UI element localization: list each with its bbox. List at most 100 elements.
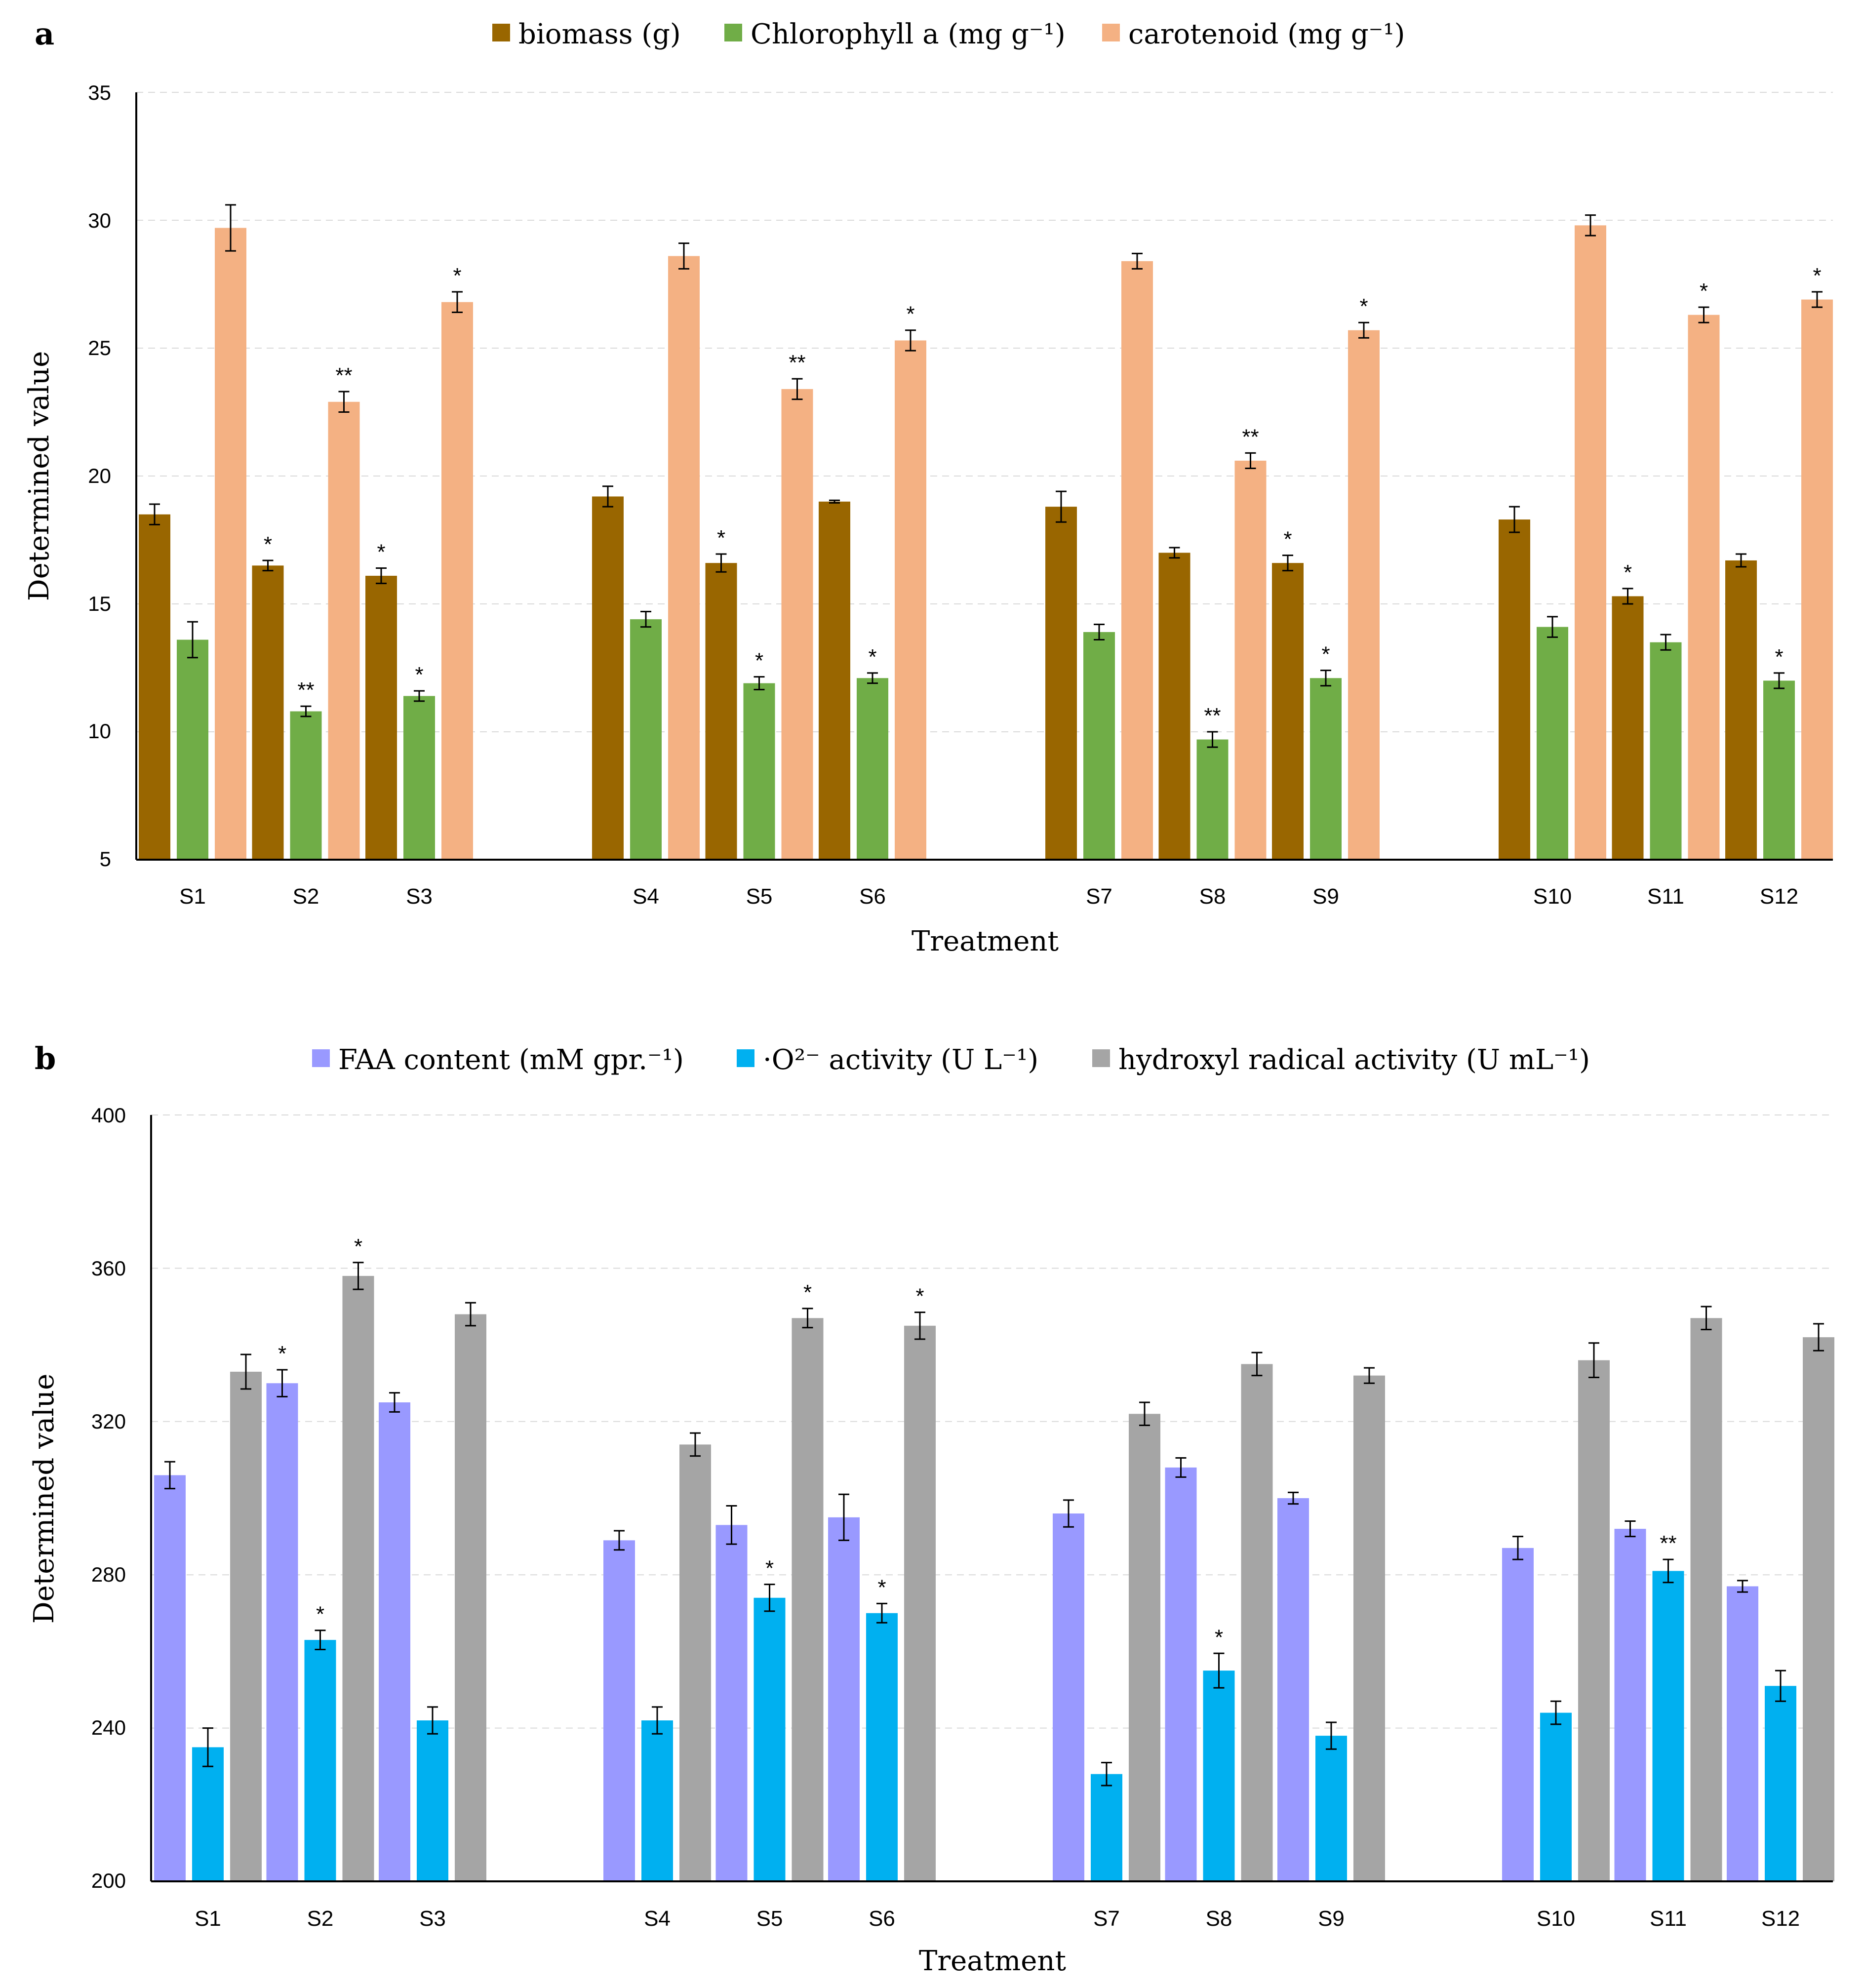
x-tick-label-s9: S9: [1312, 884, 1339, 909]
panel-b-bars: **********: [154, 1234, 1834, 1881]
bar-s6-series-2: [866, 1613, 898, 1881]
bar-s12-series-1: [1727, 1586, 1758, 1881]
bar-s6-series-2: [857, 678, 888, 860]
significance-mark: **: [297, 678, 314, 702]
panel-a-y-axis-ticks: 5 10 15 20 25 30 35: [88, 81, 111, 871]
bar-s11-series-3: [1688, 315, 1720, 860]
panel-b-x-axis-title: Treatment: [919, 1945, 1066, 1977]
significance-mark: *: [717, 526, 725, 550]
bar-s7-series-1: [1045, 507, 1077, 860]
significance-mark: *: [915, 1284, 924, 1309]
legend-swatch-chlorophyll: [724, 24, 742, 41]
significance-mark: *: [1775, 645, 1783, 669]
legend-label-biomass: biomass (g): [518, 18, 681, 50]
bar-s12-series-3: [1801, 299, 1833, 860]
x-tick-label-s7: S7: [1086, 884, 1112, 909]
x-tick-label-s4: S4: [644, 1907, 671, 1931]
legend-label-faa: FAA content (mM gpr.⁻¹): [338, 1044, 684, 1076]
panel-b-x-axis-ticks: S1 S2 S3 S4 S5 S6 S7 S8 S9 S10 S11 S12: [195, 1907, 1800, 1931]
bar-s11-series-1: [1614, 1529, 1646, 1881]
significance-mark: *: [868, 645, 876, 669]
x-tick-label-s8: S8: [1206, 1907, 1232, 1931]
bar-s4-series-2: [641, 1720, 673, 1881]
significance-mark: *: [264, 532, 272, 557]
x-tick-label-s10: S10: [1533, 884, 1572, 909]
bar-s11-series-2: [1650, 642, 1682, 860]
bar-s2-series-3: [328, 401, 360, 860]
bar-s4-series-1: [603, 1540, 635, 1881]
x-tick-label-s1: S1: [195, 1907, 221, 1931]
x-tick-label-s6: S6: [869, 1907, 895, 1931]
significance-mark: *: [1359, 294, 1368, 318]
bar-s5-series-2: [743, 683, 775, 860]
significance-mark: *: [453, 264, 461, 288]
bar-s9-series-2: [1315, 1736, 1347, 1881]
significance-mark: *: [803, 1280, 812, 1305]
bar-s9-series-2: [1310, 678, 1342, 860]
bar-s5-series-3: [781, 389, 813, 860]
bar-s9-series-1: [1272, 563, 1304, 860]
bar-s9-series-3: [1353, 1375, 1385, 1881]
panel-a-y-axis-title: Determined value: [23, 351, 55, 601]
significance-mark: *: [278, 1342, 286, 1366]
bar-s6-series-3: [904, 1325, 936, 1881]
x-tick-label-s12: S12: [1761, 1907, 1800, 1931]
significance-mark: *: [316, 1602, 324, 1627]
x-tick-label-s1: S1: [179, 884, 206, 909]
bar-s10-series-3: [1575, 225, 1606, 860]
bar-s1-series-2: [192, 1747, 224, 1881]
bar-s7-series-2: [1083, 632, 1115, 860]
bar-s10-series-1: [1502, 1548, 1534, 1881]
x-tick-label-s6: S6: [859, 884, 886, 909]
bar-s8-series-1: [1158, 553, 1190, 860]
bar-s5-series-3: [792, 1318, 824, 1881]
bar-s2-series-1: [252, 565, 284, 860]
legend-label-chlorophyll: Chlorophyll a (mg g⁻¹): [751, 18, 1066, 50]
bar-s7-series-2: [1091, 1774, 1122, 1881]
x-tick-label-s7: S7: [1093, 1907, 1120, 1931]
panel-b-legend: FAA content (mM gpr.⁻¹) ·O²⁻ activity (U…: [312, 1044, 1590, 1076]
bar-s10-series-2: [1537, 627, 1568, 860]
legend-label-hydroxyl: hydroxyl radical activity (U mL⁻¹): [1118, 1044, 1590, 1076]
bar-s10-series-2: [1540, 1712, 1572, 1881]
x-tick-label-s4: S4: [633, 884, 659, 909]
bar-s6-series-3: [895, 340, 926, 860]
bar-s12-series-2: [1765, 1686, 1796, 1881]
significance-mark: *: [906, 302, 914, 326]
y-tick-label: 20: [88, 464, 111, 487]
significance-mark: *: [755, 649, 763, 673]
significance-mark: *: [1813, 264, 1821, 288]
bar-s8-series-1: [1165, 1467, 1197, 1881]
legend-label-superoxide: ·O²⁻ activity (U L⁻¹): [763, 1044, 1038, 1076]
bar-s5-series-1: [715, 1525, 748, 1881]
y-tick-label: 35: [88, 81, 111, 104]
bar-s4-series-3: [668, 256, 700, 860]
bar-s12-series-1: [1725, 560, 1757, 860]
bar-s3-series-2: [417, 1720, 448, 1881]
significance-mark: **: [789, 351, 805, 375]
y-tick-label: 15: [88, 592, 111, 615]
panel-b-y-axis-title: Determined value: [28, 1374, 60, 1624]
bar-s2-series-2: [304, 1640, 336, 1881]
panel-b-chart: b FAA content (mM gpr.⁻¹) ·O²⁻ activity …: [28, 1040, 1834, 1977]
panel-a-legend: biomass (g) Chlorophyll a (mg g⁻¹) carot…: [492, 18, 1405, 50]
x-tick-label-s3: S3: [419, 1907, 446, 1931]
legend-swatch-faa: [312, 1049, 330, 1067]
bar-s2-series-2: [290, 711, 322, 860]
bar-s8-series-2: [1196, 739, 1229, 860]
significance-mark: **: [1660, 1531, 1676, 1555]
significance-mark: *: [415, 663, 423, 687]
bar-s1-series-1: [154, 1475, 186, 1881]
panel-a-chart: a biomass (g) Chlorophyll a (mg g⁻¹) car…: [23, 16, 1833, 957]
bar-s2-series-1: [266, 1383, 298, 1881]
bar-s2-series-3: [342, 1275, 374, 1881]
bar-s6-series-1: [828, 1517, 860, 1881]
y-tick-label: 280: [91, 1563, 126, 1586]
y-tick-label: 320: [91, 1410, 126, 1433]
x-tick-label-s10: S10: [1537, 1907, 1575, 1931]
bar-s3-series-2: [403, 696, 435, 860]
bar-s10-series-3: [1578, 1360, 1610, 1881]
y-tick-label: 200: [91, 1869, 126, 1892]
bar-s11-series-3: [1690, 1318, 1722, 1881]
